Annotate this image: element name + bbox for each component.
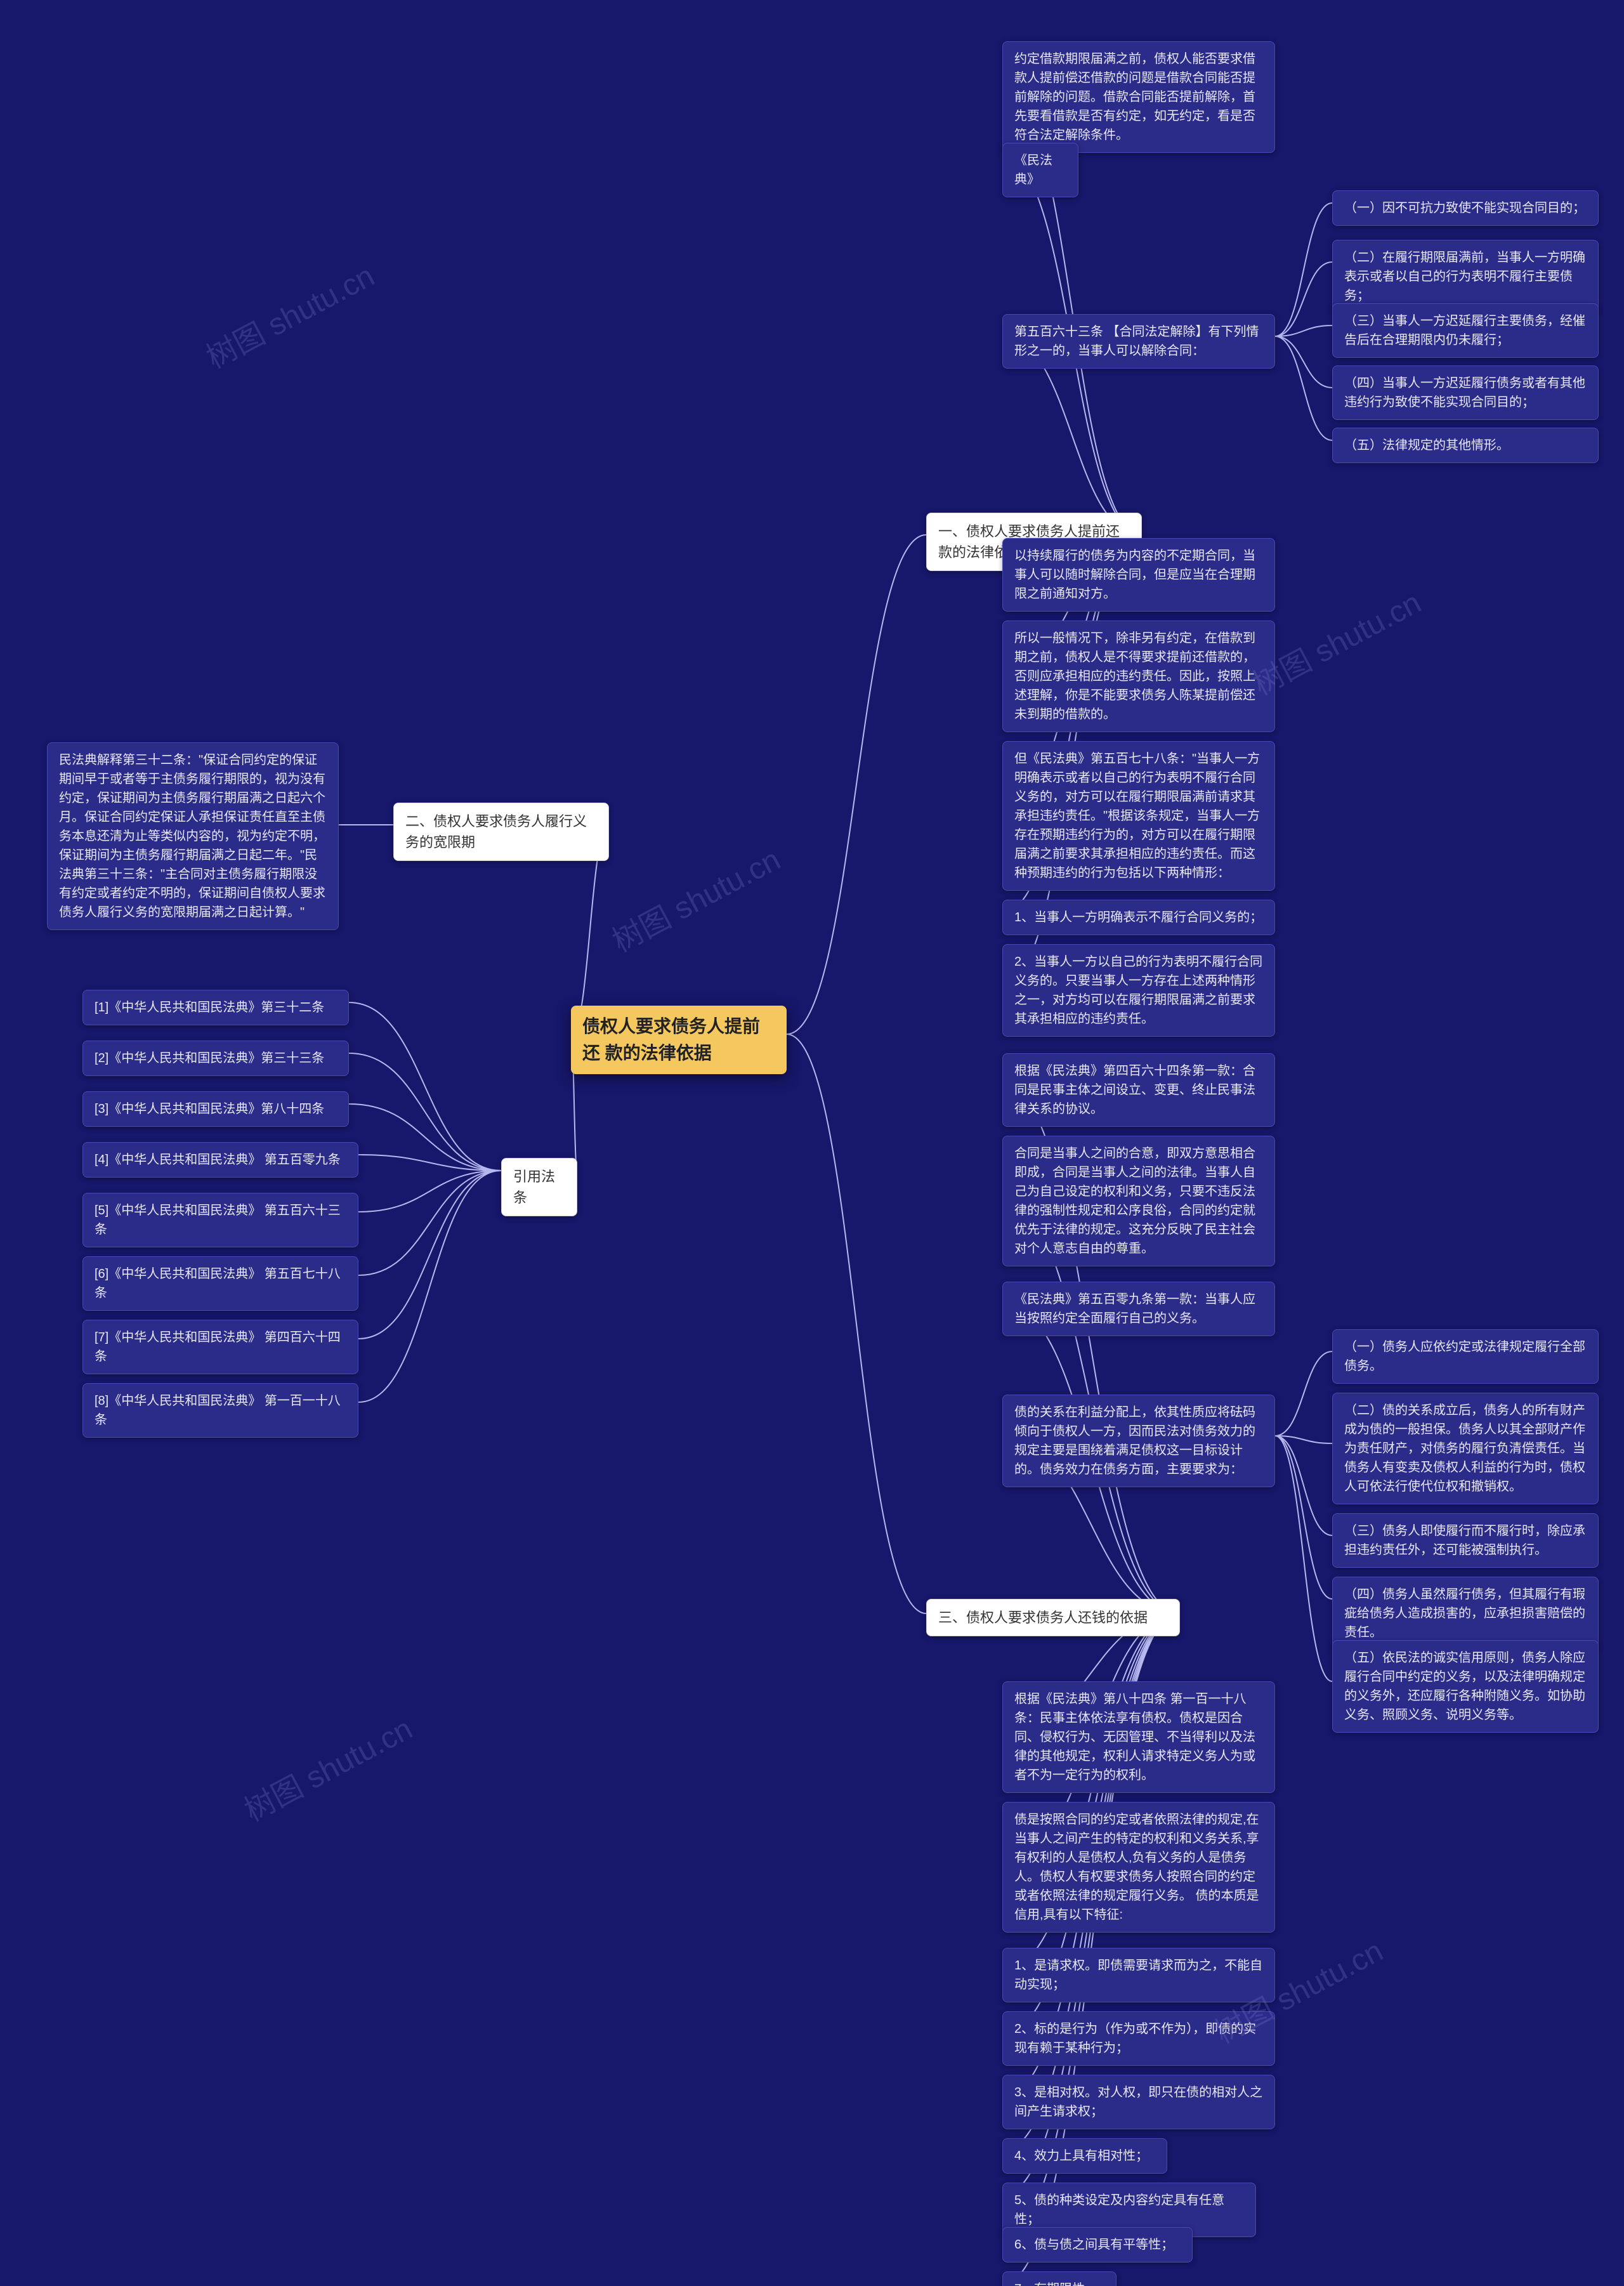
watermark-3: 树图 shutu.cn — [235, 1704, 419, 1830]
ref-0: [1]《中华人民共和国民法典》第三十二条 — [82, 990, 349, 1025]
r3-7: 2、标的是行为（作为或不作为），即债的实现有赖于某种行为； — [1002, 2011, 1275, 2066]
r3-0: 根据《民法典》第四百六十四条第一款：合同是民事主体之间设立、变更、终止民事法律关… — [1002, 1053, 1275, 1127]
r3-sub-0: （一）债务人应依约定或法律规定履行全部债务。 — [1332, 1329, 1599, 1384]
branch2-node: 二、债权人要求债务人履行义务的宽限期 — [393, 803, 609, 861]
ref-3: [4]《中华人民共和国民法典》 第五百零九条 — [82, 1142, 358, 1178]
r1-3: 以持续履行的债务为内容的不定期合同，当事人可以随时解除合同，但是应当在合理期限之… — [1002, 538, 1275, 612]
ref-6: [7]《中华人民共和国民法典》 第四百六十四条 — [82, 1320, 358, 1374]
watermark-0: 树图 shutu.cn — [197, 251, 381, 377]
r1-7: 2、当事人一方以自己的行为表明不履行合同义务的。只要当事人一方存在上述两种情形之… — [1002, 944, 1275, 1037]
r3-2: 《民法典》第五百零九条第一款：当事人应当按照约定全面履行自己的义务。 — [1002, 1282, 1275, 1336]
ref-7: [8]《中华人民共和国民法典》 第一百一十八条 — [82, 1383, 358, 1438]
r3-11: 6、债与债之间具有平等性； — [1002, 2227, 1193, 2263]
r3-4: 根据《民法典》第八十四条 第一百一十八条：民事主体依法享有债权。债权是因合同、侵… — [1002, 1681, 1275, 1793]
r3-6: 1、是请求权。即债需要请求而为之，不能自动实现； — [1002, 1948, 1275, 2002]
r3-8: 3、是相对权。对人权，即只在债的相对人之间产生请求权； — [1002, 2075, 1275, 2129]
r3-5: 债是按照合同的约定或者依照法律的规定,在当事人之间产生的特定的权利和义务关系,享… — [1002, 1802, 1275, 1933]
branch-refs-node: 引用法条 — [501, 1158, 577, 1216]
ref-2: [3]《中华人民共和国民法典》第八十四条 — [82, 1091, 349, 1127]
center-node: 债权人要求债务人提前还 款的法律依据 — [571, 1006, 787, 1074]
r1-5: 但《民法典》第五百七十八条："当事人一方明确表示或者以自己的行为表明不履行合同义… — [1002, 741, 1275, 891]
watermark-2: 树图 shutu.cn — [603, 835, 787, 961]
r1-2: 第五百六十三条 【合同法定解除】有下列情形之一的，当事人可以解除合同： — [1002, 314, 1275, 369]
r1-sub-2: （三）当事人一方迟延履行主要债务，经催告后在合理期限内仍未履行； — [1332, 303, 1599, 358]
ref-4: [5]《中华人民共和国民法典》 第五百六十三条 — [82, 1193, 358, 1247]
r3-sub-1: （二）债的关系成立后，债务人的所有财产成为债的一般担保。债务人以其全部财产作为责… — [1332, 1393, 1599, 1504]
r1-4: 所以一般情况下，除非另有约定，在借款到期之前，债权人是不得要求提前还借款的，否则… — [1002, 621, 1275, 732]
r3-sub-2: （三）债务人即使履行而不履行时，除应承担违约责任外，还可能被强制执行。 — [1332, 1513, 1599, 1568]
ref-5: [6]《中华人民共和国民法典》 第五百七十八条 — [82, 1256, 358, 1311]
r1-1: 《民法典》 — [1002, 143, 1078, 197]
left-n0: 民法典解释第三十二条："保证合同约定的保证期间早于或者等于主债务履行期限的，视为… — [47, 742, 339, 930]
r1-sub-0: （一）因不可抗力致使不能实现合同目的； — [1332, 190, 1599, 226]
r3-1: 合同是当事人之间的合意，即双方意思相合即成，合同是当事人之间的法律。当事人自己为… — [1002, 1136, 1275, 1266]
r1-sub-4: （五）法律规定的其他情形。 — [1332, 428, 1599, 463]
r3-sub-3: （四）债务人虽然履行债务，但其履行有瑕疵给债务人造成损害的，应承担损害赔偿的责任… — [1332, 1577, 1599, 1650]
mindmap-canvas: 债权人要求债务人提前还 款的法律依据一、债权人要求债务人提前还款的法律依据二、债… — [0, 0, 1624, 2286]
r1-0: 约定借款期限届满之前，债权人能否要求借款人提前偿还借款的问题是借款合同能否提前解… — [1002, 41, 1275, 153]
r1-6: 1、当事人一方明确表示不履行合同义务的； — [1002, 900, 1275, 935]
branch3-node: 三、债权人要求债务人还钱的依据 — [926, 1599, 1180, 1636]
r3-9: 4、效力上具有相对性； — [1002, 2138, 1167, 2174]
r3-sub-4: （五）依民法的诚实信用原则，债务人除应履行合同中约定的义务，以及法律明确规定的义… — [1332, 1640, 1599, 1733]
r3-3: 债的关系在利益分配上，依其性质应将砝码倾向于债权人一方，因而民法对债务效力的规定… — [1002, 1395, 1275, 1487]
r3-12: 7、有期限性。 — [1002, 2271, 1116, 2286]
r1-sub-3: （四）当事人一方迟延履行债务或者有其他违约行为致使不能实现合同目的； — [1332, 365, 1599, 420]
ref-1: [2]《中华人民共和国民法典》第三十三条 — [82, 1041, 349, 1076]
r1-sub-1: （二）在履行期限届满前，当事人一方明确表示或者以自己的行为表明不履行主要债务； — [1332, 240, 1599, 313]
